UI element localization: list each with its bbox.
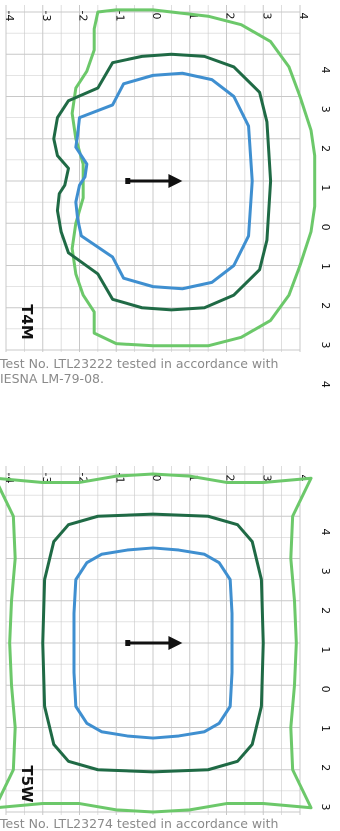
- tick-label-right: 0: [319, 224, 332, 231]
- tick-label-top: -1: [113, 11, 126, 22]
- caption-line-t4m-1: Test No. LTL23222 tested in accordance w…: [0, 356, 279, 371]
- tick-label-right: 3: [319, 568, 332, 575]
- chart-panel-t5w: -4-3-2-101234432101234T5W: [0, 466, 332, 815]
- tick-label-right: 4: [319, 381, 332, 388]
- tick-label-right: 1: [319, 646, 332, 653]
- direction-arrow-head: [168, 636, 183, 650]
- contour-line-outer: [0, 472, 313, 814]
- tick-label-right: 4: [319, 529, 332, 536]
- tick-label-top: -3: [40, 11, 53, 22]
- contour-line-middle: [41, 512, 265, 774]
- tick-label-top: -3: [40, 473, 53, 484]
- tick-label-top: 0: [150, 13, 163, 20]
- tick-label-right: 2: [319, 764, 332, 771]
- tick-label-right: 1: [319, 725, 332, 732]
- direction-arrow-tail: [125, 640, 131, 646]
- distribution-label: T5W: [18, 765, 36, 803]
- distribution-label: T4M: [18, 304, 36, 340]
- tick-label-top: 3: [260, 13, 273, 20]
- tick-label-top: 2: [224, 13, 237, 20]
- tick-label-right: 0: [319, 686, 332, 693]
- tick-label-right: 3: [319, 106, 332, 113]
- caption-line-t5w-1: Test No. LTL23274 tested in accordance w…: [0, 816, 279, 831]
- tick-label-top: 0: [150, 475, 163, 482]
- tick-label-top: 4: [297, 13, 310, 20]
- tick-label-top: -2: [77, 473, 90, 484]
- tick-label-right: 1: [319, 263, 332, 270]
- tick-label-right: 3: [319, 804, 332, 811]
- contour-line-inner: [72, 546, 234, 740]
- tick-label-top: 2: [224, 475, 237, 482]
- tick-label-top: 3: [260, 475, 273, 482]
- tick-label-right: 2: [319, 607, 332, 614]
- direction-arrow-head: [168, 174, 183, 188]
- contour-line-inner: [74, 71, 254, 291]
- tick-label-right: 3: [319, 342, 332, 349]
- direction-arrow-tail: [125, 178, 131, 184]
- caption-line-t4m-2: IESNA LM-79-08.: [0, 371, 104, 386]
- tick-label-top: -4: [3, 11, 16, 22]
- tick-label-right: 2: [319, 145, 332, 152]
- tick-label-top: -4: [3, 473, 16, 484]
- tick-label-right: 1: [319, 184, 332, 191]
- contour-line-middle: [52, 52, 273, 312]
- contour-line-outer: [70, 8, 317, 348]
- tick-label-right: 4: [319, 67, 332, 74]
- tick-label-right: 2: [319, 302, 332, 309]
- tick-label-top: -1: [113, 473, 126, 484]
- tick-label-top: -2: [77, 11, 90, 22]
